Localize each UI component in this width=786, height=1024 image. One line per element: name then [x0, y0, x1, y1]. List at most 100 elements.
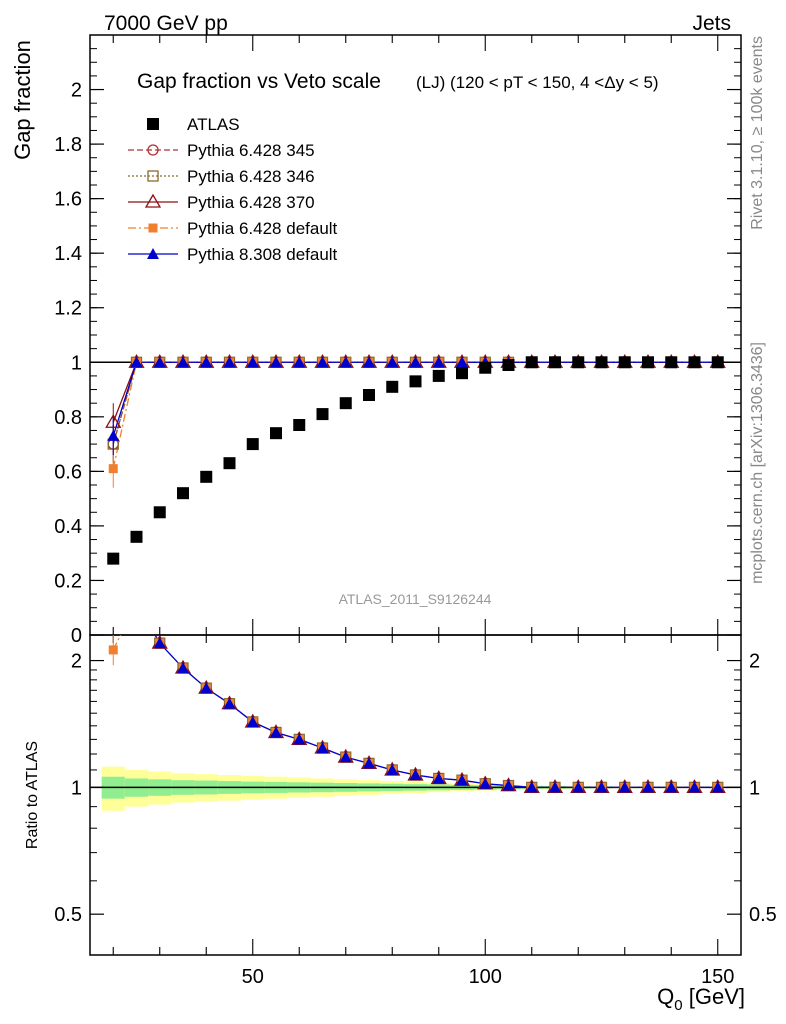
legend-marker-p8def	[147, 248, 159, 259]
point-p8def	[153, 356, 166, 368]
point-atlas	[177, 487, 189, 500]
markers-p346	[107, 356, 724, 464]
point-p8def	[200, 356, 213, 368]
point-atlas	[572, 356, 585, 369]
legend-label-p345: Pythia 6.428 345	[187, 141, 315, 160]
ratio-point-p8def	[363, 757, 375, 769]
x-axis-label: Q0 [GeV]	[657, 984, 745, 1014]
point-p8def	[293, 356, 306, 368]
legend-label-atlas: ATLAS	[187, 115, 240, 134]
ratio-y-axis: 0.5 0.5 1 1 2 2	[54, 651, 777, 927]
main-y-tick-label: 0.4	[54, 516, 82, 538]
legend-item-p370: Pythia 6.428 370	[128, 193, 315, 212]
side-text-bottom: mcplots.cern.ch [arXiv:1306.3436]	[749, 342, 766, 584]
legend-marker-p6def	[148, 223, 158, 233]
series-line-p8def	[112, 361, 718, 437]
ratio-point-p8def	[293, 733, 306, 745]
legend-item-p346: Pythia 6.428 346	[128, 167, 315, 186]
main-y-tick-label: 0.6	[54, 461, 82, 483]
markers-p345	[107, 356, 724, 464]
header-left: 7000 GeV pp	[104, 12, 228, 35]
point-atlas	[595, 356, 608, 369]
main-y-tick-label: 1.8	[54, 134, 82, 156]
point-atlas	[642, 356, 654, 369]
point-atlas	[107, 552, 120, 565]
ratio-y-tick-label-left: 0.5	[54, 904, 82, 926]
ratio-point-p8def	[432, 772, 445, 784]
legend-marker-p345	[147, 144, 159, 156]
legend-marker-atlas	[147, 118, 159, 130]
ratio-point-p8def	[223, 697, 236, 709]
ratio-point-p8def	[549, 781, 561, 793]
main-y-tick-label: 2	[71, 80, 82, 102]
point-atlas	[363, 389, 375, 401]
point-atlas	[618, 356, 631, 369]
point-atlas	[270, 427, 282, 440]
ratio-point-p8def	[665, 781, 678, 793]
markers-p8def	[107, 356, 724, 455]
point-p8def	[107, 429, 120, 441]
point-p6def	[108, 464, 118, 474]
ratio-point-p8def	[153, 637, 166, 649]
point-p8def	[456, 356, 468, 368]
main-y-tick-label: 1.6	[54, 189, 82, 211]
series-p346	[112, 361, 718, 445]
ratio-y-label: Ratio to ATLAS	[24, 741, 41, 849]
series-line-p345	[112, 361, 718, 445]
point-p8def	[223, 356, 236, 368]
point-atlas	[130, 530, 143, 543]
ratio-point-p8def	[688, 781, 701, 793]
x-tick-label: 50	[242, 966, 264, 988]
point-atlas	[456, 367, 468, 380]
point-atlas	[293, 419, 306, 431]
point-atlas	[409, 375, 422, 388]
point-atlas	[339, 397, 352, 410]
chart-subtitle: (LJ) (120 < pT < 150, 4 <Δy < 5)	[416, 73, 659, 92]
legend-marker-p346	[147, 170, 159, 182]
main-y-axis: 0 0.2 0.4 0.6 0.8 1 1.2 1.4 1.6 1.8 2	[54, 48, 741, 647]
legend-item-p6def: Pythia 6.428 default	[128, 219, 338, 238]
markers-atlas	[107, 356, 724, 565]
point-atlas	[665, 356, 678, 369]
point-atlas	[246, 438, 259, 451]
point-atlas	[223, 457, 236, 470]
ratio-point-p8def	[502, 779, 515, 791]
ratio-point-p8def	[711, 781, 724, 793]
ratio-point-p8def	[409, 768, 422, 780]
main-y-tick-label: 1.2	[54, 298, 82, 320]
point-atlas	[432, 369, 445, 382]
point-p8def	[270, 356, 282, 368]
series-line-p346	[112, 361, 718, 445]
ratio-point-p8def	[200, 682, 213, 694]
point-atlas	[479, 361, 492, 374]
series-p8def	[112, 361, 718, 437]
ratio-y-tick-label-left: 2	[71, 651, 82, 673]
main-y-label: Gap fraction	[10, 40, 35, 160]
legend-label-p346: Pythia 6.428 346	[187, 167, 315, 186]
series-line-p370	[112, 361, 718, 423]
point-atlas	[316, 408, 329, 421]
ratio-point-p8def	[246, 715, 259, 727]
ratio-point-p8def	[525, 781, 538, 793]
ratio-y-tick-label-right: 2	[749, 651, 760, 673]
point-p8def	[130, 356, 143, 368]
legend-marker-p370	[144, 193, 162, 208]
point-p8def	[177, 356, 189, 368]
ratio-point-p8def	[270, 726, 282, 738]
point-p8def	[409, 356, 422, 368]
point-p8def	[432, 356, 445, 368]
point-atlas	[200, 470, 213, 483]
ratio-point-p8def	[595, 781, 608, 793]
ratio-point-p8def	[618, 781, 631, 793]
point-p8def	[386, 356, 399, 368]
legend-label-p370: Pythia 6.428 370	[187, 193, 315, 212]
ratio-panel-frame	[89, 634, 742, 956]
series-p370	[112, 361, 718, 423]
ratio-point-p8def	[456, 774, 468, 786]
main-y-tick-label: 1	[71, 352, 82, 374]
series-p345	[112, 361, 718, 445]
ratio-point-p8def	[177, 662, 189, 674]
point-p8def	[246, 356, 259, 368]
x-tick-label: 150	[701, 966, 734, 988]
